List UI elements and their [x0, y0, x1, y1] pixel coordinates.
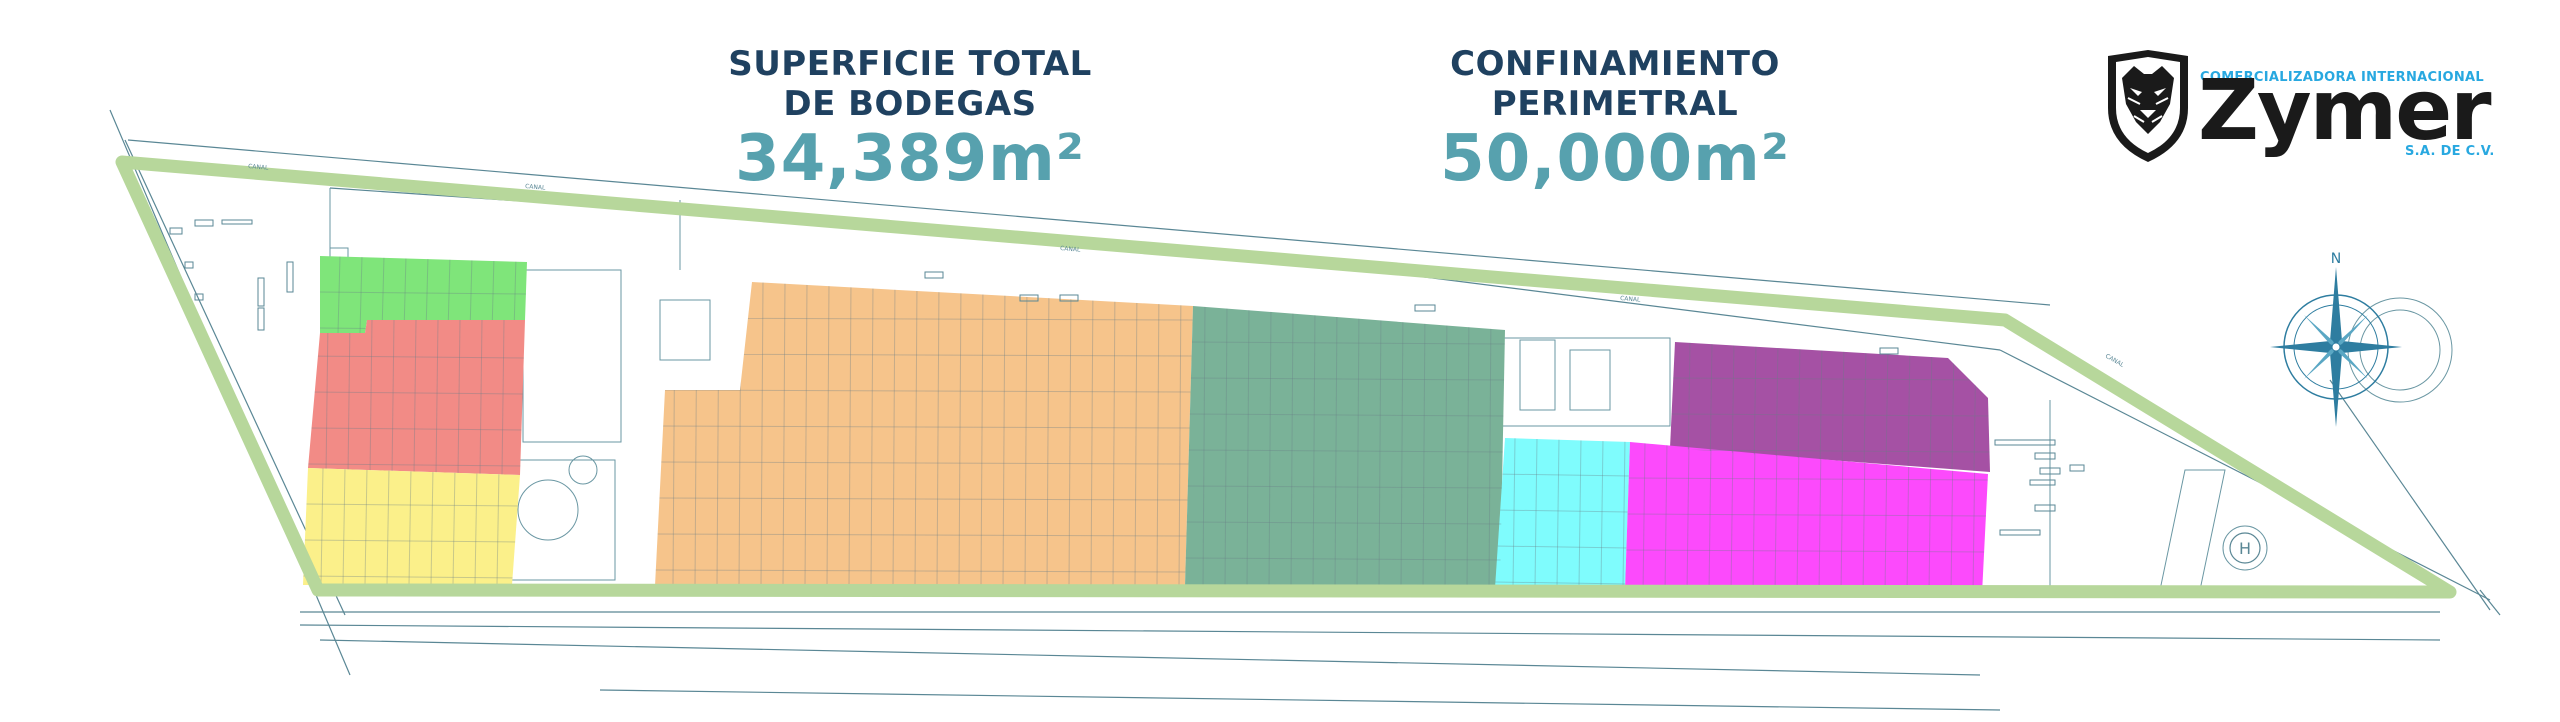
- canal-label: CANAL: [2104, 353, 2126, 370]
- zone-yellow: [303, 468, 520, 585]
- stat-value: 50,000m²: [1440, 122, 1790, 196]
- stat-title-line2: PERIMETRAL: [1491, 84, 1739, 124]
- perimeter-band: [115, 155, 2457, 599]
- canal-label: CANAL: [1620, 295, 1641, 304]
- zone-grid: [1625, 442, 1988, 594]
- zone-grid-lines: [303, 256, 1990, 594]
- logo-brand-name: Zymer: [2198, 61, 2492, 159]
- helipad-letter: H: [2239, 539, 2251, 558]
- logo-top-text: COMERCIALIZADORA INTERNACIONAL: [2200, 70, 2484, 85]
- zone-magenta: [1625, 442, 1988, 594]
- stat-value: 34,389m²: [735, 122, 1085, 196]
- stat-perimeter-confinement: CONFINAMIENTO PERIMETRAL 50,000m²: [1390, 44, 1840, 194]
- zone-dark-green: [1185, 306, 1505, 590]
- zone-grid: [308, 320, 525, 475]
- stat-title-line2: DE BODEGAS: [783, 84, 1037, 124]
- stat-total-warehouse-area: SUPERFICIE TOTAL DE BODEGAS 34,389m²: [700, 44, 1120, 194]
- zone-orange: [655, 282, 1193, 586]
- zone-grid: [1495, 438, 1630, 588]
- canal-label: CANAL: [1060, 245, 1081, 254]
- stat-title-line1: SUPERFICIE TOTAL: [728, 44, 1092, 84]
- tiger-head-shield-icon: [2108, 50, 2188, 162]
- warehouse-zones: [303, 256, 1990, 594]
- company-logo: COMERCIALIZADORA INTERNACIONAL Zymer S.A…: [2100, 48, 2520, 166]
- zone-cyan: [1495, 438, 1630, 588]
- canal-label: CANAL: [248, 163, 269, 172]
- canal-label: CANAL: [525, 183, 546, 192]
- logo-bottom-text: S.A. DE C.V.: [2405, 144, 2495, 159]
- compass-north-letter: N: [2331, 251, 2341, 267]
- helipad: H: [2229, 532, 2261, 564]
- zone-red: [308, 320, 525, 475]
- zone-grid: [303, 468, 520, 585]
- parking-marks: [169, 219, 2085, 536]
- zone-purple: [1670, 342, 1990, 472]
- stat-title-line1: CONFINAMIENTO: [1450, 44, 1780, 84]
- zone-grid: [1185, 306, 1505, 590]
- compass-rose-icon: N: [2270, 251, 2402, 427]
- zone-green: [320, 256, 527, 333]
